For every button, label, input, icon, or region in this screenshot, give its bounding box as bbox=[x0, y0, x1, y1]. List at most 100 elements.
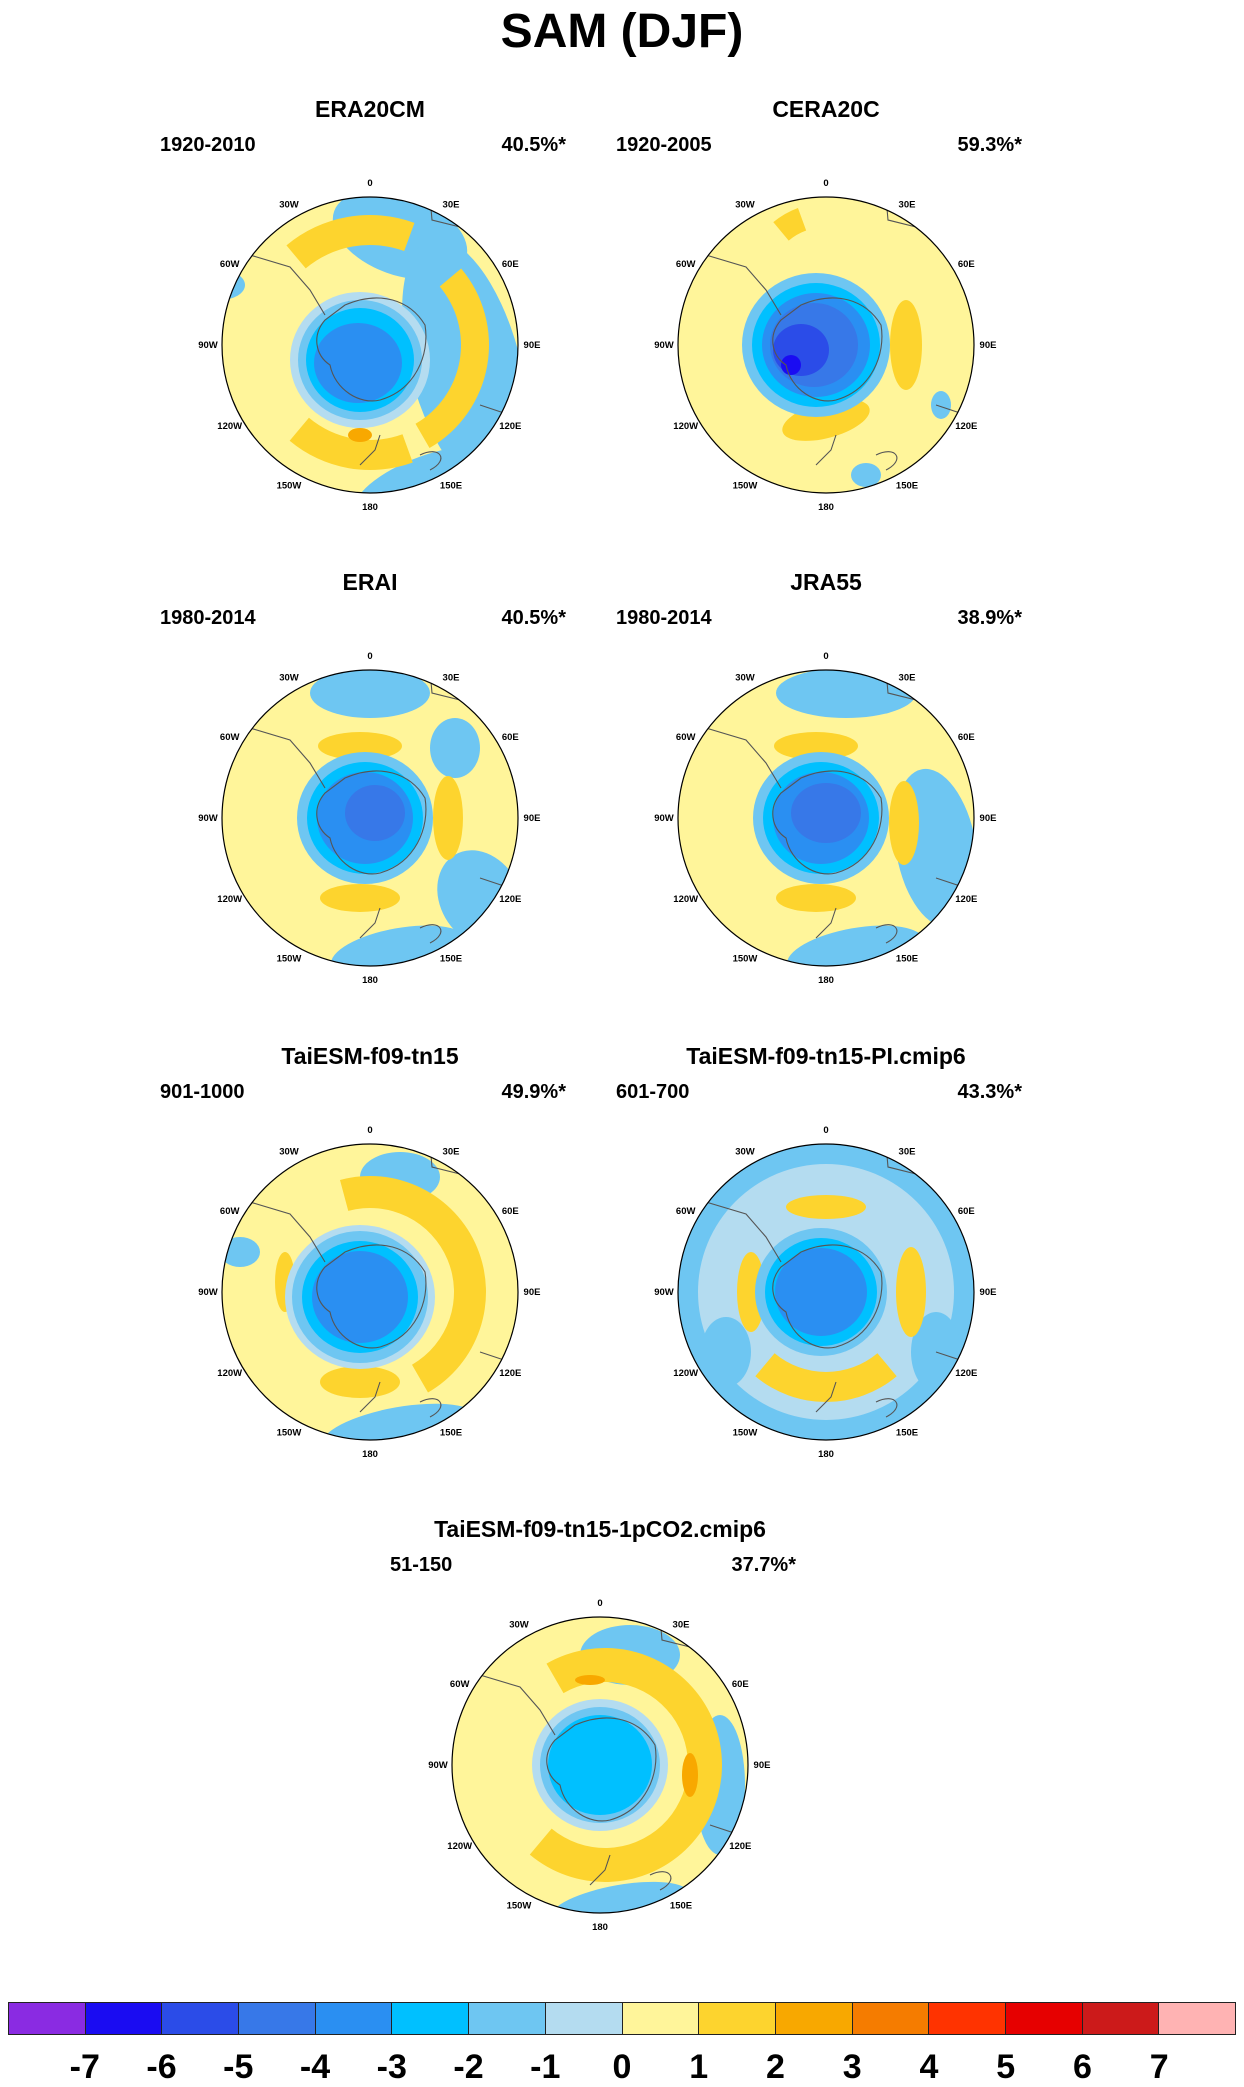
positive-anomaly-band bbox=[773, 207, 807, 241]
new-zealand-coast bbox=[359, 907, 381, 939]
tasmania-coast bbox=[875, 924, 898, 944]
positive-anomaly-band bbox=[415, 268, 490, 449]
south-america-coast bbox=[499, 1617, 506, 1651]
longitude-label: 90W bbox=[654, 1287, 674, 1298]
longitude-label: 120W bbox=[217, 421, 242, 432]
longitude-label: 180 bbox=[818, 1449, 834, 1460]
colorbar-tick-label: 2 bbox=[766, 2048, 785, 2086]
negative-anomaly-region bbox=[550, 1881, 690, 1913]
colorbar-swatch bbox=[545, 2002, 623, 2035]
longitude-label: 60E bbox=[502, 732, 519, 743]
variance-label: 38.9%* bbox=[957, 607, 1023, 629]
tasmania-coast bbox=[419, 1398, 442, 1418]
positive-anomaly-region bbox=[737, 1252, 765, 1332]
colorbar-swatch bbox=[85, 2002, 163, 2035]
longitude-label: 0 bbox=[367, 1125, 372, 1136]
panel-title: CERA20C bbox=[772, 96, 880, 122]
period-label: 901-1000 bbox=[160, 1081, 245, 1103]
colorbar-tick-label: 6 bbox=[1073, 2048, 1092, 2086]
antarctica-outline bbox=[772, 770, 883, 875]
longitude-label: 150E bbox=[896, 1427, 918, 1438]
longitude-label: 150E bbox=[440, 953, 462, 964]
negative-anomaly-region bbox=[776, 670, 916, 718]
map-boundary bbox=[221, 196, 519, 494]
positive-anomaly-region bbox=[318, 732, 402, 760]
period-label: 1920-2005 bbox=[616, 134, 712, 156]
variance-label: 49.9%* bbox=[501, 1081, 567, 1103]
south-america-coast bbox=[269, 670, 276, 704]
panel-title: TaiESM-f09-tn15 bbox=[281, 1043, 459, 1069]
longitude-label: 180 bbox=[818, 975, 834, 986]
longitude-label: 0 bbox=[823, 651, 828, 662]
longitude-label: 30W bbox=[735, 673, 755, 684]
negative-anomaly-region bbox=[222, 270, 245, 300]
colorbar-swatch bbox=[699, 2002, 776, 2035]
longitude-label: 30W bbox=[279, 673, 299, 684]
new-zealand-coast bbox=[815, 434, 837, 466]
positive-anomaly-region bbox=[433, 776, 463, 860]
negative-anomaly-region bbox=[701, 1317, 751, 1387]
polar-map: 0 30E 60E 90E 120E 150E 180 150W 120W 90W 60W 30W bbox=[654, 178, 996, 513]
anomaly-field bbox=[222, 197, 518, 493]
colorbar-tick-label: -7 bbox=[69, 2048, 100, 2086]
antarctica-outline bbox=[316, 1244, 427, 1349]
positive-anomaly-band bbox=[289, 417, 413, 470]
variance-label: 43.3%* bbox=[957, 1081, 1023, 1103]
longitude-label: 150E bbox=[440, 480, 462, 491]
longitude-label: 60W bbox=[220, 1206, 240, 1217]
longitude-label: 120E bbox=[499, 894, 521, 905]
negative-anomaly-core bbox=[314, 323, 402, 403]
longitude-label: 150W bbox=[277, 480, 302, 491]
longitude-label: 150E bbox=[440, 1427, 462, 1438]
period-label: 1980-2014 bbox=[616, 607, 712, 629]
anomaly-field bbox=[452, 1617, 748, 1913]
longitude-label: 60E bbox=[502, 259, 519, 270]
panel-erai: ERAI 1980-2014 40.5%* 0 30E 60E 90E 120E 150E… bbox=[160, 569, 580, 1029]
new-zealand-coast bbox=[815, 1381, 837, 1413]
longitude-label: 60W bbox=[220, 259, 240, 270]
longitude-label: 180 bbox=[362, 502, 378, 513]
negative-anomaly-core bbox=[791, 783, 861, 843]
longitude-label: 120W bbox=[673, 1368, 698, 1379]
longitude-label: 90W bbox=[654, 813, 674, 824]
positive-anomaly-core bbox=[348, 428, 372, 442]
longitude-label: 60E bbox=[958, 259, 975, 270]
longitude-label: 30W bbox=[509, 1620, 529, 1631]
south-america-coast bbox=[725, 197, 732, 231]
longitude-label: 120E bbox=[499, 1368, 521, 1379]
figure-title: SAM (DJF) bbox=[500, 5, 744, 58]
longitude-label: 30E bbox=[443, 1147, 460, 1158]
longitude-label: 90W bbox=[198, 1287, 218, 1298]
polar-map: 0 30E 60E 90E 120E 150E 180 150W 120W 90W 60W 30W bbox=[654, 1125, 996, 1460]
variance-label: 40.5%* bbox=[501, 134, 567, 156]
positive-anomaly-core bbox=[682, 1753, 698, 1797]
colorbar-tick-label: 5 bbox=[996, 2048, 1016, 2086]
map-boundary bbox=[677, 669, 975, 967]
longitude-label: 120W bbox=[673, 421, 698, 432]
colorbar-swatch bbox=[852, 2002, 930, 2035]
longitude-label: 30E bbox=[443, 200, 460, 211]
period-label: 51-150 bbox=[390, 1554, 453, 1576]
panel-cera20c: CERA20C 1920-2005 59.3%* 0 30E 60E 90E 120E 1… bbox=[616, 96, 1036, 556]
positive-anomaly-region bbox=[776, 884, 856, 912]
positive-anomaly-band bbox=[286, 215, 415, 269]
panel-title: ERAI bbox=[342, 569, 398, 595]
negative-anomaly-region bbox=[851, 463, 881, 487]
longitude-label: 150W bbox=[733, 480, 758, 491]
longitude-label: 60E bbox=[958, 732, 975, 743]
colorbar bbox=[8, 2002, 1236, 2035]
colorbar-tick-label: 3 bbox=[842, 2048, 862, 2086]
variance-label: 59.3%* bbox=[957, 134, 1023, 156]
longitude-label: 90E bbox=[524, 1287, 541, 1298]
longitude-label: 180 bbox=[592, 1922, 608, 1933]
colorbar-tick-label: -5 bbox=[223, 2048, 254, 2086]
colorbar-tick-label: -4 bbox=[299, 2048, 331, 2086]
period-label: 1980-2014 bbox=[160, 607, 256, 629]
longitude-label: 90W bbox=[198, 340, 218, 351]
longitude-label: 120E bbox=[955, 1368, 977, 1379]
longitude-label: 60E bbox=[502, 1206, 519, 1217]
longitude-label: 150E bbox=[896, 480, 918, 491]
anomaly-field bbox=[222, 670, 518, 966]
map-boundary bbox=[451, 1616, 749, 1914]
colorbar-tick-label: -1 bbox=[530, 2048, 561, 2086]
